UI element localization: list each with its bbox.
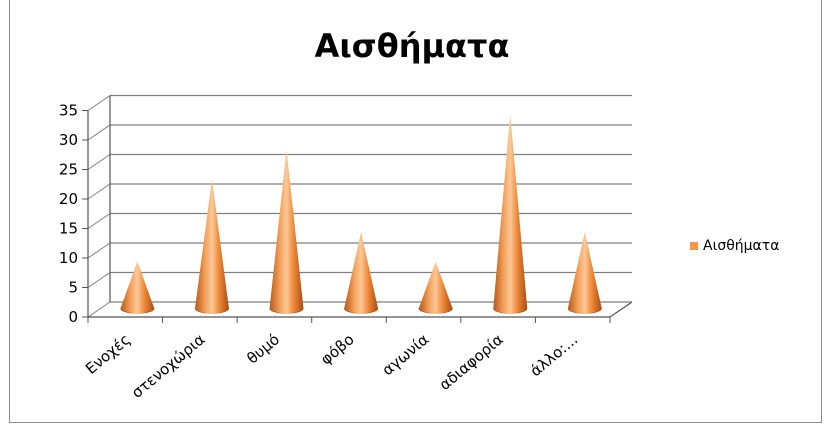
chart-frame — [9, 0, 822, 423]
cone-bar — [418, 261, 453, 314]
cone-body — [567, 232, 602, 314]
y-tick-label: 30 — [59, 131, 78, 149]
y-tick-label: 25 — [59, 161, 78, 179]
cone-bar — [120, 261, 155, 314]
cone-body — [120, 261, 155, 314]
gridline-side — [87, 301, 111, 318]
x-tick-label: άλλο:... — [527, 330, 582, 380]
gridline-side — [87, 272, 111, 288]
gridline-side — [87, 95, 111, 111]
legend-label: Αισθήματα — [703, 238, 780, 254]
y-tick-label: 15 — [59, 220, 78, 238]
cone-body — [269, 149, 304, 314]
cone-bar — [269, 149, 304, 314]
y-tick-label: 20 — [59, 190, 78, 208]
legend: Αισθήματα — [690, 238, 779, 254]
gridline-side — [87, 154, 111, 170]
cone-bar — [194, 178, 229, 314]
legend-swatch — [690, 242, 698, 250]
cone-body — [344, 232, 379, 314]
cone-body — [493, 114, 528, 314]
x-tick-label: Ενοχές — [82, 330, 134, 378]
cone-body — [418, 261, 453, 314]
y-tick-label: 5 — [68, 279, 78, 297]
y-tick-label: 10 — [59, 249, 78, 267]
x-tick-label: φόβο — [317, 330, 358, 368]
cone-bar — [567, 232, 602, 314]
x-tick-label: αδιαφορία — [436, 330, 507, 394]
cone-bar — [493, 114, 528, 314]
y-tick-label: 0 — [68, 308, 78, 326]
cone-body — [194, 178, 229, 314]
x-tick-label: στενοχώρια — [128, 330, 209, 402]
gridline-side — [87, 124, 111, 141]
gridline-side — [87, 213, 111, 229]
y-tick-label: 35 — [59, 102, 78, 120]
floor-edge — [609, 301, 633, 318]
cone-bar — [344, 232, 379, 314]
chart-title: Αισθήματα — [314, 27, 510, 65]
gridline-side — [87, 183, 111, 200]
x-tick-label: αγωνία — [379, 330, 433, 379]
gridline-side — [87, 242, 111, 259]
x-tick-label: θυμό — [243, 330, 283, 367]
